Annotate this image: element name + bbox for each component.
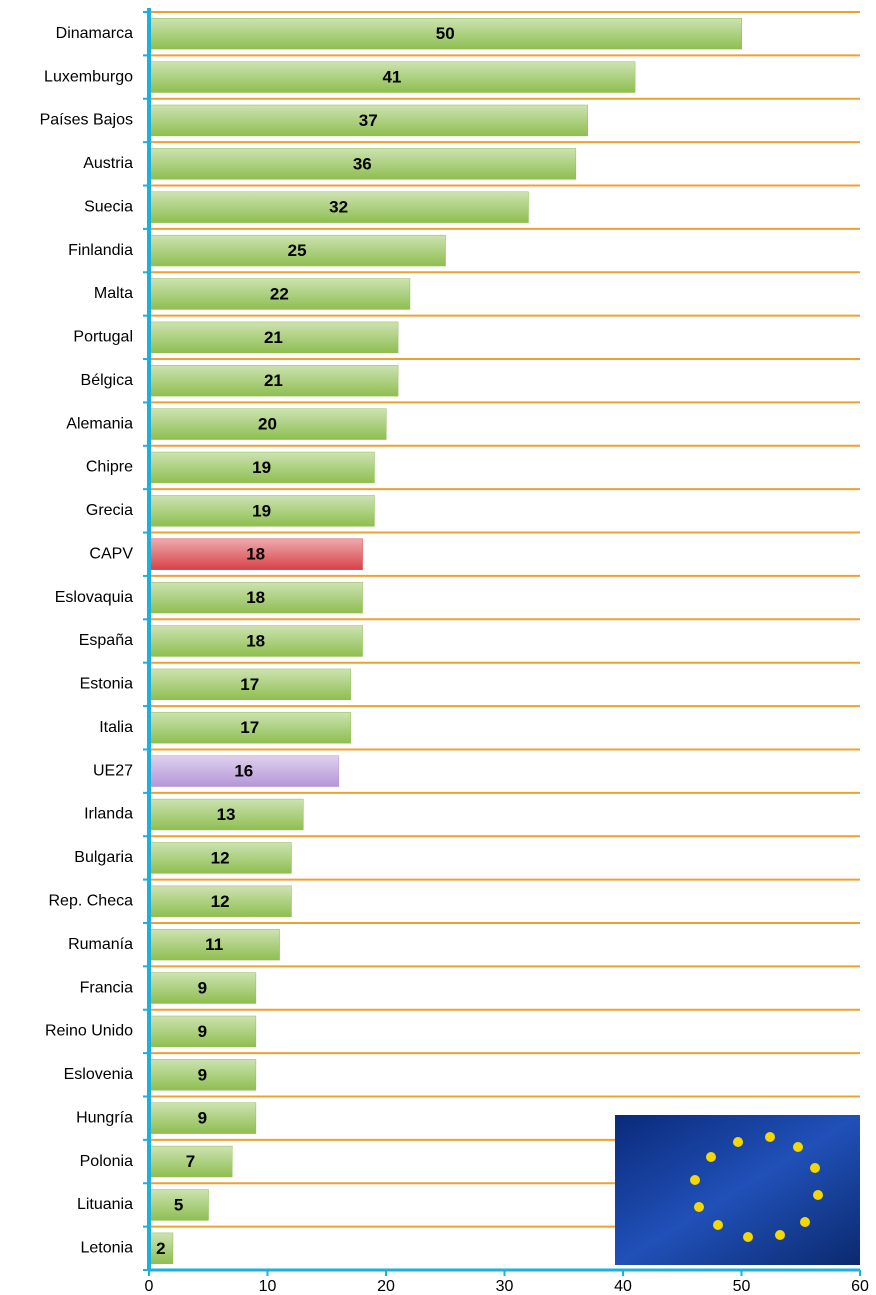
flag-stars — [690, 1132, 823, 1242]
y-tick-label: Malta — [94, 285, 133, 302]
y-tick-label: Rep. Checa — [49, 892, 134, 909]
value-label: 32 — [329, 198, 348, 217]
bar-shine — [149, 712, 351, 743]
bar-shine — [149, 625, 363, 657]
value-label: 7 — [186, 1152, 195, 1171]
y-tick-label: Eslovaquia — [55, 589, 133, 606]
value-label: 17 — [240, 675, 259, 694]
y-tick-label: Letonia — [81, 1240, 134, 1257]
value-label: 17 — [240, 718, 259, 737]
value-label: 12 — [211, 848, 230, 867]
bar-shine — [149, 452, 375, 483]
bar-shine — [149, 842, 292, 874]
bar-shine — [149, 192, 529, 223]
value-label: 9 — [198, 979, 207, 998]
bar-shine — [149, 148, 576, 180]
value-label: 5 — [174, 1195, 183, 1214]
bar-shine — [149, 886, 292, 917]
bar-shine — [149, 799, 304, 830]
y-tick-label: Francia — [80, 979, 133, 996]
value-label: 2 — [156, 1239, 165, 1258]
bar-shine — [149, 1059, 256, 1090]
bar-shine — [149, 1233, 173, 1264]
bar-shine — [149, 1146, 232, 1177]
y-tick-label: Italia — [99, 719, 133, 736]
y-tick-label: CAPV — [89, 545, 133, 562]
value-label: 21 — [264, 328, 283, 347]
value-label: 18 — [246, 631, 265, 650]
y-tick-label: Países Bajos — [40, 112, 133, 129]
y-tick-label: Dinamarca — [56, 25, 133, 42]
y-tick-label: Estonia — [80, 676, 133, 693]
value-label: 50 — [436, 24, 455, 43]
bar-shine — [149, 539, 363, 570]
value-label: 19 — [252, 501, 271, 520]
bar-shine — [149, 61, 635, 93]
bar-shine — [149, 755, 339, 787]
y-tick-label: Finlandia — [68, 242, 133, 259]
x-tick-label: 0 — [145, 1278, 154, 1295]
bar-shine — [149, 105, 588, 136]
y-tick-label: Austria — [83, 155, 133, 172]
bar-shine — [149, 322, 398, 353]
value-label: 12 — [211, 892, 230, 911]
value-label: 11 — [205, 935, 223, 954]
value-label: 18 — [246, 545, 265, 564]
y-tick-label: Chipre — [86, 459, 133, 476]
y-tick-label: Bulgaria — [74, 849, 133, 866]
bar-shine — [149, 235, 446, 266]
value-label: 19 — [252, 458, 271, 477]
bar-shine — [149, 929, 280, 960]
value-label: 13 — [217, 805, 236, 824]
value-label: 18 — [246, 588, 265, 607]
y-tick-label: Reino Unido — [45, 1023, 133, 1040]
x-tick-label: 30 — [496, 1278, 514, 1295]
x-tick-label: 60 — [851, 1278, 869, 1295]
y-tick-label: Portugal — [73, 329, 133, 346]
y-tick-label: Irlanda — [84, 806, 133, 823]
x-tick-label: 20 — [377, 1278, 395, 1295]
bar-shine — [149, 495, 375, 527]
bar-shine — [149, 582, 363, 613]
bar-shine — [149, 1016, 256, 1047]
value-label: 9 — [198, 1065, 207, 1084]
value-label: 16 — [234, 762, 253, 781]
y-tick-label: UE27 — [93, 762, 133, 779]
y-tick-label: Hungría — [76, 1109, 133, 1126]
value-label: 9 — [198, 1022, 207, 1041]
y-tick-label: Alemania — [66, 415, 133, 432]
bar-shine — [149, 1102, 256, 1134]
bar-shine — [149, 1189, 209, 1221]
y-tick-label: Bélgica — [81, 372, 134, 389]
bar-shine — [149, 18, 742, 49]
bar-shine — [149, 278, 410, 310]
x-tick-label: 10 — [259, 1278, 277, 1295]
y-tick-label: Eslovenia — [64, 1066, 133, 1083]
value-label: 21 — [264, 371, 283, 390]
y-tick-label: Suecia — [84, 198, 133, 215]
y-tick-label: España — [79, 632, 133, 649]
value-label: 41 — [382, 68, 401, 87]
x-tick-label: 50 — [733, 1278, 751, 1295]
eu-flag-image — [615, 1115, 860, 1265]
value-label: 25 — [288, 241, 307, 260]
value-label: 9 — [198, 1109, 207, 1128]
bar-shine — [149, 408, 386, 440]
value-label: 37 — [359, 111, 378, 130]
value-label: 20 — [258, 415, 277, 434]
y-tick-label: Lituania — [77, 1196, 133, 1213]
bar-shine — [149, 972, 256, 1004]
y-tick-label: Polonia — [80, 1153, 133, 1170]
y-tick-label: Grecia — [86, 502, 133, 519]
value-label: 22 — [270, 284, 289, 303]
bar-shine — [149, 365, 398, 396]
bar-shine — [149, 669, 351, 700]
value-label: 36 — [353, 154, 372, 173]
y-tick-label: Luxemburgo — [44, 68, 133, 85]
y-tick-label: Rumanía — [68, 936, 133, 953]
x-tick-label: 40 — [614, 1278, 632, 1295]
